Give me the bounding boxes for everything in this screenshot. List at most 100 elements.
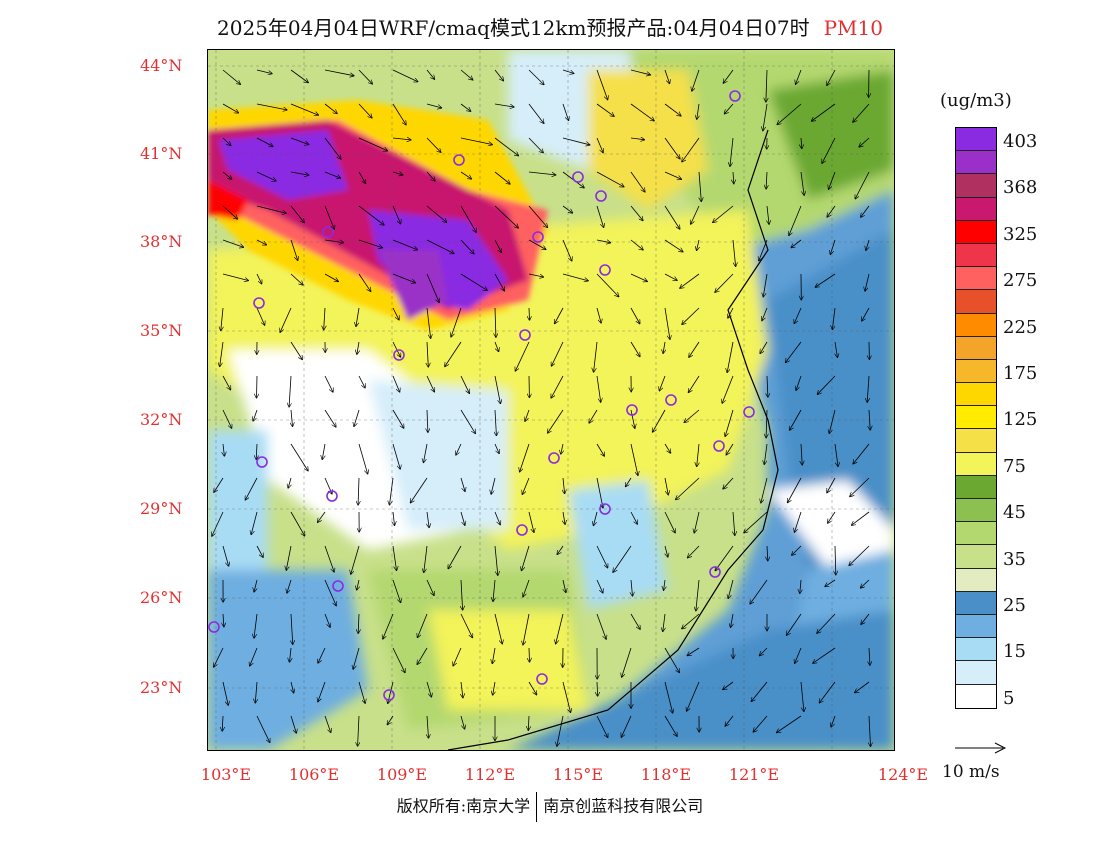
wind-vector <box>290 137 309 145</box>
wind-vector <box>324 545 334 572</box>
wind-vector <box>461 681 463 698</box>
wind-vector <box>731 613 733 627</box>
colorbar-segment <box>956 128 996 152</box>
city-marker <box>548 452 560 464</box>
wind-vector <box>631 579 633 596</box>
colorbar-segment <box>956 591 996 615</box>
wind-vector <box>800 171 804 195</box>
wind-vector <box>869 409 870 430</box>
wind-vector <box>630 307 640 324</box>
city-marker <box>709 566 721 578</box>
wind-vector <box>324 409 336 427</box>
city-marker <box>332 580 344 592</box>
wind-vector <box>426 205 447 222</box>
wind-vector <box>767 375 768 397</box>
city-marker <box>393 349 405 361</box>
wind-vector <box>829 171 836 189</box>
wind-vector <box>461 579 463 610</box>
city-marker <box>665 394 677 406</box>
wind-vector <box>289 375 291 407</box>
wind-vector <box>760 647 768 656</box>
wind-vector <box>630 409 635 428</box>
wind-vector <box>322 443 326 459</box>
wind-vector <box>256 545 263 557</box>
wind-vector <box>393 511 395 525</box>
wind-vector <box>222 681 228 705</box>
colorbar-label: 325 <box>1003 223 1038 245</box>
wind-vector <box>495 307 496 337</box>
wind-vector <box>664 647 679 672</box>
wind-vector <box>426 681 431 697</box>
wind-vector <box>290 715 296 733</box>
wind-vector <box>594 511 598 525</box>
wind-vector <box>751 681 768 701</box>
wind-vector <box>460 375 469 393</box>
wind-vector <box>460 103 471 111</box>
colorbar-segment <box>956 452 996 476</box>
wind-vector <box>834 443 838 466</box>
city-marker <box>326 490 338 502</box>
copyright: 版权所有:南京大学 南京创蓝科技有限公司 <box>0 792 1100 822</box>
wind-vector <box>515 341 530 371</box>
wind-vector <box>324 171 340 178</box>
wind-vector <box>630 273 647 281</box>
city-marker <box>256 456 268 468</box>
wind-vector <box>832 307 836 329</box>
wind-vector <box>290 103 318 115</box>
wind-vector <box>589 409 598 423</box>
wind-vector <box>290 443 308 471</box>
wind-vector <box>867 375 869 402</box>
wind-vector <box>827 205 836 217</box>
wind-vector <box>861 613 870 624</box>
wind-vector <box>495 409 496 435</box>
wind-vector <box>392 545 397 570</box>
wind-vector <box>835 545 836 575</box>
wind-vector <box>852 511 870 525</box>
wind-vector <box>426 137 441 152</box>
wind-vector <box>223 443 224 456</box>
wind-vector <box>256 443 257 459</box>
wind-vector <box>596 103 614 116</box>
wind-vector <box>257 375 258 398</box>
wind-vector <box>687 647 700 656</box>
wind-vector <box>715 545 734 571</box>
wind-vector <box>493 579 495 601</box>
wind-vector <box>460 613 472 638</box>
wind-vector <box>831 715 836 727</box>
wind-vector <box>763 273 768 297</box>
wind-vector <box>392 341 401 357</box>
colorbar-segment <box>956 522 996 546</box>
wind-vector <box>551 375 564 398</box>
wind-vector <box>827 69 836 85</box>
wind-vector <box>290 205 304 222</box>
wind-vector <box>827 477 836 493</box>
colorbar-segment <box>956 429 996 453</box>
wind-vector <box>596 205 604 227</box>
wind-vector <box>392 138 411 140</box>
colorbar-label: 75 <box>1003 455 1026 477</box>
wind-vector <box>324 273 338 281</box>
wind-vector <box>699 171 701 201</box>
wind-vector <box>861 579 870 588</box>
wind-vector <box>245 477 258 500</box>
wind-vector <box>684 409 700 422</box>
colorbar-segment <box>956 313 996 337</box>
wind-vector <box>528 205 547 227</box>
city-marker <box>713 440 725 452</box>
wind-vector <box>528 715 529 730</box>
wind-vector <box>800 681 804 711</box>
wind-vector <box>630 239 643 250</box>
wind-vector <box>630 171 645 192</box>
wind-vector <box>767 545 768 561</box>
city-marker <box>322 226 334 238</box>
wind-vector <box>556 613 564 644</box>
wind-vector <box>596 171 624 187</box>
wind-vector <box>392 409 404 428</box>
wind-vector <box>819 681 836 703</box>
wind-vector <box>596 137 603 153</box>
wind-vector <box>777 103 802 124</box>
wind-vector <box>830 239 836 254</box>
wind-vector <box>787 613 802 635</box>
wind-vector <box>324 137 341 159</box>
wind-vector <box>354 409 360 426</box>
